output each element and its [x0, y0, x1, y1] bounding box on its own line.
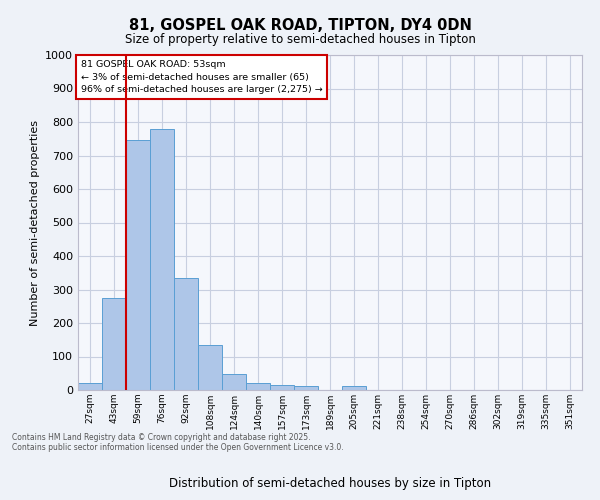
Bar: [222, 374, 246, 390]
Bar: [78, 382, 102, 390]
Text: 81 GOSPEL OAK ROAD: 53sqm
← 3% of semi-detached houses are smaller (65)
96% of s: 81 GOSPEL OAK ROAD: 53sqm ← 3% of semi-d…: [80, 60, 322, 94]
Text: Size of property relative to semi-detached houses in Tipton: Size of property relative to semi-detach…: [125, 32, 475, 46]
Bar: [150, 130, 174, 390]
Text: Contains public sector information licensed under the Open Government Licence v3: Contains public sector information licen…: [12, 444, 344, 452]
Bar: [174, 278, 198, 390]
Y-axis label: Number of semi-detached properties: Number of semi-detached properties: [29, 120, 40, 326]
Text: 81, GOSPEL OAK ROAD, TIPTON, DY4 0DN: 81, GOSPEL OAK ROAD, TIPTON, DY4 0DN: [128, 18, 472, 32]
Bar: [246, 382, 270, 390]
Bar: [270, 386, 294, 390]
Text: Contains HM Land Registry data © Crown copyright and database right 2025.: Contains HM Land Registry data © Crown c…: [12, 434, 311, 442]
Bar: [102, 298, 126, 390]
Bar: [198, 346, 222, 390]
Bar: [294, 386, 318, 390]
Text: Distribution of semi-detached houses by size in Tipton: Distribution of semi-detached houses by …: [169, 477, 491, 490]
Bar: [342, 386, 366, 390]
Bar: [126, 140, 150, 390]
